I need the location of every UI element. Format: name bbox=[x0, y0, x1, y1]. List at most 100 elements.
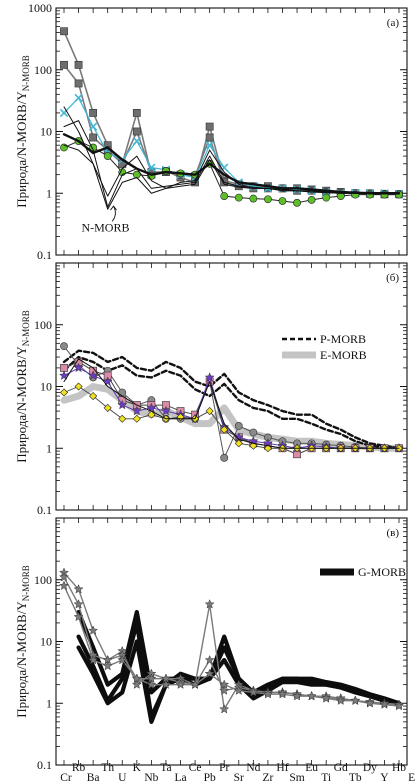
y-axis-label-subscript: N-MORB bbox=[21, 565, 31, 601]
y-tick-label: 1 bbox=[46, 441, 52, 455]
series-3-point-15 bbox=[278, 197, 287, 205]
y-tick-label: 1 bbox=[46, 696, 52, 710]
y-tick-label: 1000 bbox=[28, 1, 52, 15]
y-tick-label: 1 bbox=[46, 186, 52, 200]
x-label-y: Y bbox=[380, 772, 389, 783]
series-3-point-17 bbox=[307, 196, 316, 204]
series-5-point-3 bbox=[102, 660, 113, 671]
series-5-point-5 bbox=[131, 673, 142, 683]
series-0-point-10 bbox=[205, 122, 214, 131]
x-label-ce: Ce bbox=[189, 762, 202, 774]
series-1-point-2 bbox=[89, 133, 98, 142]
series-5-point-4 bbox=[117, 654, 128, 665]
series-3-point-11 bbox=[219, 703, 230, 714]
series-line-3 bbox=[63, 345, 400, 459]
panel-label: (а) bbox=[387, 17, 400, 29]
series-5-point-13 bbox=[248, 687, 259, 697]
series-1-point-10 bbox=[205, 133, 214, 142]
series-5-point-1 bbox=[73, 362, 84, 373]
x-label-sm: Sm bbox=[289, 772, 304, 783]
series-5-point-0 bbox=[58, 580, 70, 591]
series-5-point-15 bbox=[277, 688, 288, 699]
series-2-point-11 bbox=[220, 163, 229, 172]
series-5-point-2 bbox=[88, 370, 99, 380]
n-morb-annotation: N-MORB bbox=[81, 220, 129, 234]
series-1-point-5 bbox=[132, 127, 141, 136]
series-5-point-22 bbox=[379, 699, 390, 709]
series-2-point-10 bbox=[205, 141, 214, 150]
series-5-point-3 bbox=[102, 376, 113, 386]
series-5-point-5 bbox=[131, 405, 142, 416]
y-axis-label: Природа/N-MORB/YN-MORB bbox=[14, 310, 31, 463]
x-label-nb: Nb bbox=[144, 772, 158, 783]
x-axis-element-labels: RbThKTaCePrNdHfEuGdDyHbTmLuCrBaUNbLaPbSr… bbox=[60, 762, 415, 783]
series-6-point-0 bbox=[59, 388, 69, 397]
series-3-point-0 bbox=[60, 342, 68, 351]
legend-e-morb-label: E-MORB bbox=[320, 348, 367, 362]
panel-label: (в) bbox=[386, 527, 399, 539]
series-3-point-5 bbox=[131, 679, 142, 689]
series-6-point-10 bbox=[205, 407, 214, 416]
series-1-point-1 bbox=[74, 79, 83, 88]
series-3-point-3 bbox=[103, 152, 112, 160]
y-tick-label: 0.1 bbox=[37, 248, 52, 262]
x-label-pb: Pb bbox=[204, 772, 216, 783]
series-5-point-10 bbox=[204, 372, 215, 382]
series-6-point-2 bbox=[89, 392, 98, 401]
series-6-point-4 bbox=[118, 414, 127, 423]
series-5-point-1 bbox=[73, 611, 84, 622]
series-3-point-13 bbox=[249, 428, 258, 437]
x-label-er: Er bbox=[408, 772, 415, 783]
series-3-point-14 bbox=[264, 195, 272, 204]
series-6-point-12 bbox=[234, 439, 243, 448]
x-label-ti: Ti bbox=[321, 772, 331, 783]
series-line-2 bbox=[60, 383, 403, 452]
series-5-point-10 bbox=[204, 668, 215, 679]
series-5-point-7 bbox=[160, 405, 171, 416]
y-axis-label-subscript: N-MORB bbox=[21, 55, 31, 91]
panel-label: (б) bbox=[386, 272, 399, 284]
series-5-point-11 bbox=[219, 679, 230, 689]
series-4-point-11 bbox=[219, 685, 230, 695]
x-label-dy: Dy bbox=[363, 762, 377, 774]
x-label-gd: Gd bbox=[334, 762, 348, 774]
series-line-7 bbox=[63, 144, 400, 210]
y-tick-label: 0.1 bbox=[37, 758, 52, 772]
series-2-point-2 bbox=[88, 122, 98, 131]
legend-p-morb-label: P-MORB bbox=[320, 332, 366, 346]
x-label-sr: Sr bbox=[234, 772, 244, 783]
series-5-point-9 bbox=[190, 679, 201, 689]
series-6-point-6 bbox=[147, 410, 156, 419]
y-axis-label: Природа/N-MORB/YN-MORB bbox=[14, 565, 31, 718]
series-5-point-4 bbox=[117, 399, 128, 410]
y-tick-label: 10 bbox=[40, 635, 52, 649]
series-1-point-0 bbox=[60, 60, 68, 69]
y-tick-label: 100 bbox=[34, 318, 52, 332]
series-5-point-0 bbox=[58, 370, 70, 380]
series-6-point-11 bbox=[220, 425, 229, 434]
series-0-point-5 bbox=[132, 109, 141, 117]
series-5-point-21 bbox=[364, 697, 375, 708]
x-label-eu: Eu bbox=[305, 762, 318, 774]
annotation-arrowhead bbox=[110, 205, 117, 211]
series-3-point-12 bbox=[234, 422, 243, 430]
series-3-point-11 bbox=[220, 453, 229, 462]
y-axis-label: Природа/N-MORB/YN-MORB bbox=[14, 55, 31, 208]
series-5-point-12 bbox=[233, 685, 244, 695]
series-6-point-3 bbox=[103, 403, 112, 412]
series-2-point-5 bbox=[132, 136, 141, 146]
series-3-point-1 bbox=[73, 584, 84, 594]
series-5-point-23 bbox=[393, 700, 405, 711]
legend-g-morb-label: G-MORB bbox=[358, 565, 406, 579]
y-tick-label: 100 bbox=[34, 63, 52, 77]
series-5-point-8 bbox=[175, 679, 186, 689]
series-2-point-1 bbox=[74, 93, 83, 103]
series-0-point-2 bbox=[89, 109, 98, 117]
series-3-point-18 bbox=[322, 193, 331, 202]
series-0-point-0 bbox=[60, 27, 68, 36]
series-6-point-1 bbox=[74, 382, 83, 391]
y-axis-label-subscript: N-MORB bbox=[21, 310, 31, 346]
